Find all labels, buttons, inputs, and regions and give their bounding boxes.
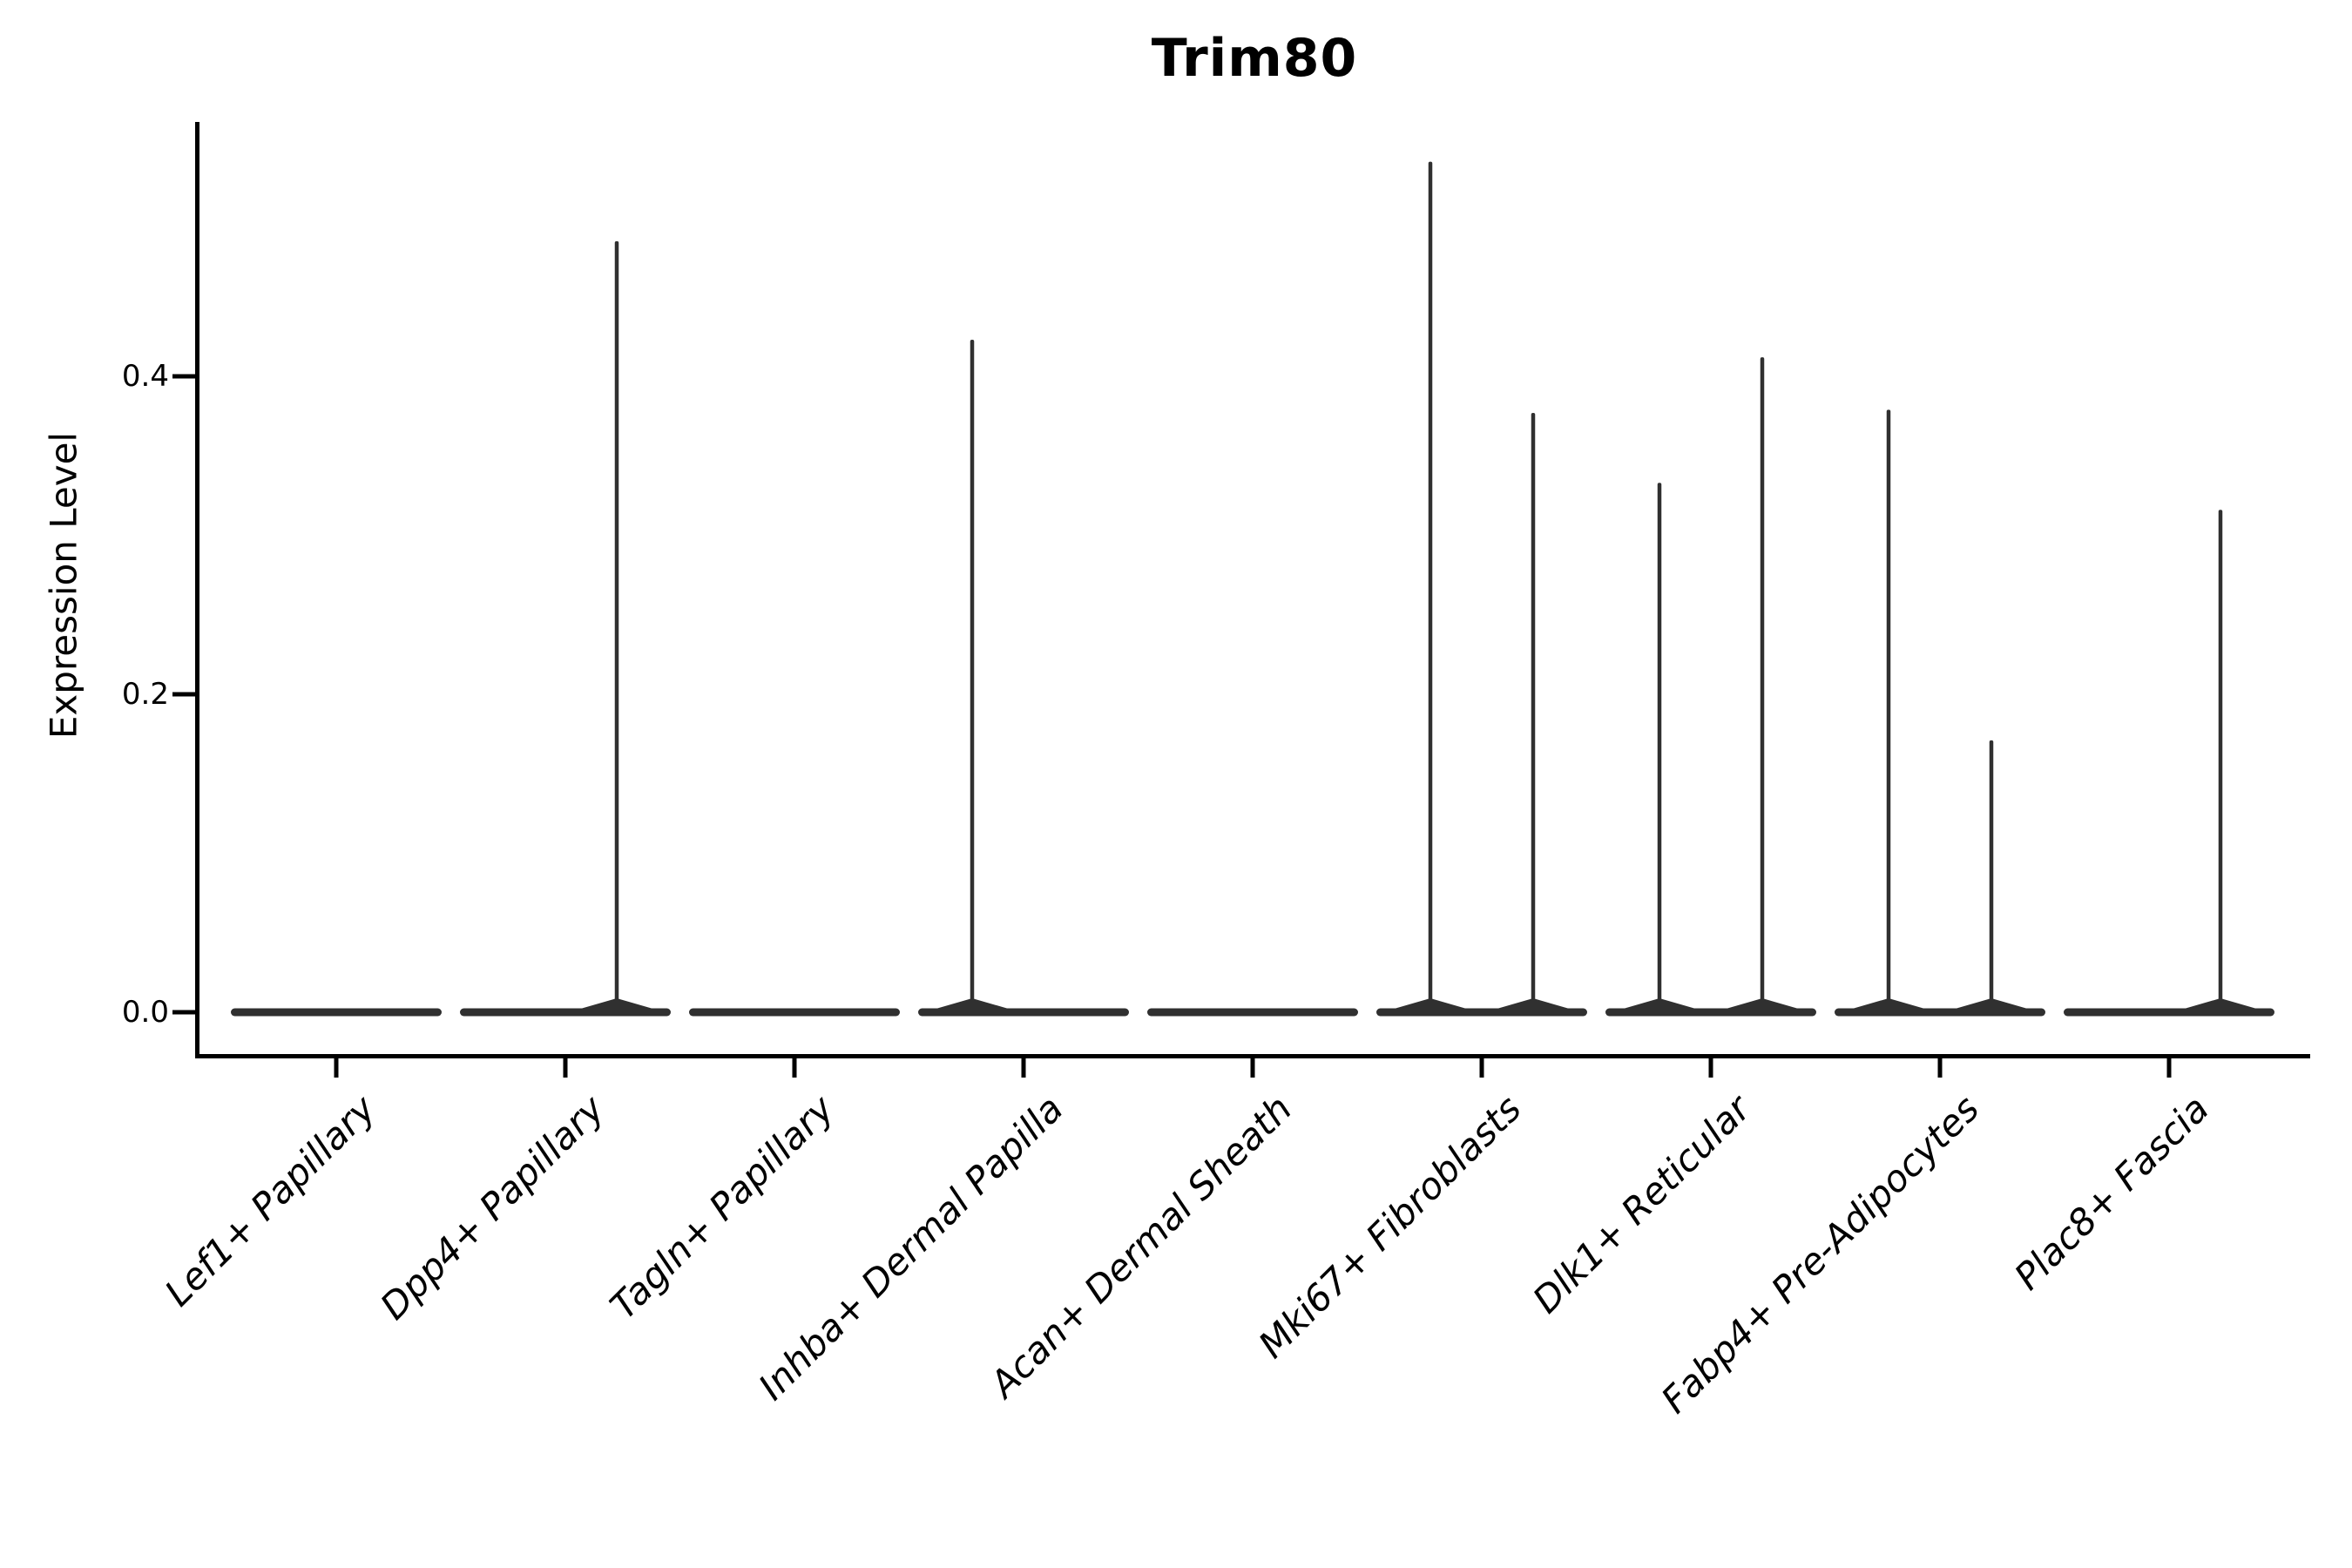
y-tick-mark — [172, 1010, 195, 1015]
x-tick-mark — [1708, 1058, 1713, 1078]
chart-title: Trim80 — [1151, 28, 1358, 89]
violin-base — [1147, 1008, 1358, 1017]
violin-spike — [1886, 409, 1891, 1016]
violin-spike — [1989, 740, 1994, 1016]
violin-spike — [2218, 510, 2223, 1016]
violin-spike — [1531, 412, 1536, 1017]
y-tick-label: 0.0 — [121, 995, 169, 1030]
x-tick-mark — [792, 1058, 797, 1078]
y-tick-mark — [172, 374, 195, 379]
violin-spike — [614, 240, 619, 1016]
y-tick-label: 0.4 — [121, 359, 169, 394]
violin-spike — [1428, 161, 1433, 1016]
violin-base — [689, 1008, 900, 1017]
violin-base — [231, 1008, 442, 1017]
y-axis-spine — [195, 122, 199, 1058]
violin-spike — [1657, 483, 1662, 1016]
y-tick-mark — [172, 692, 195, 697]
x-tick-mark — [334, 1058, 339, 1078]
x-tick-mark — [2166, 1058, 2172, 1078]
x-tick-mark — [1250, 1058, 1255, 1078]
x-tick-mark — [1479, 1058, 1484, 1078]
x-tick-mark — [1937, 1058, 1943, 1078]
x-tick-mark — [563, 1058, 568, 1078]
y-tick-label: 0.2 — [121, 677, 169, 712]
violin-spike — [970, 340, 975, 1016]
x-axis-spine — [195, 1054, 2310, 1058]
x-tick-mark — [1021, 1058, 1026, 1078]
violin-spike — [1760, 357, 1765, 1017]
